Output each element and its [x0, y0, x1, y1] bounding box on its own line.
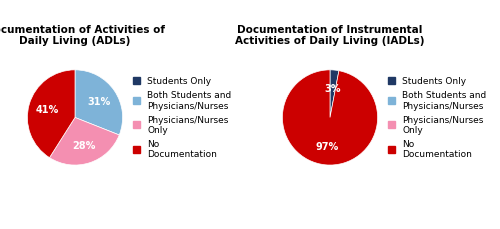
- Text: 97%: 97%: [316, 142, 339, 152]
- Wedge shape: [50, 118, 119, 165]
- Legend: Students Only, Both Students and
Physicians/Nurses, Physicians/Nurses
Only, No
D: Students Only, Both Students and Physici…: [388, 77, 486, 159]
- Wedge shape: [28, 71, 75, 158]
- Text: 3%: 3%: [324, 84, 341, 94]
- Title: Documentation of Activities of
Daily Living (ADLs): Documentation of Activities of Daily Liv…: [0, 25, 165, 46]
- Text: 31%: 31%: [88, 97, 110, 107]
- Legend: Students Only, Both Students and
Physicians/Nurses, Physicians/Nurses
Only, No
D: Students Only, Both Students and Physici…: [132, 77, 232, 159]
- Text: 28%: 28%: [72, 141, 96, 150]
- Wedge shape: [330, 71, 339, 118]
- Text: 41%: 41%: [36, 105, 59, 115]
- Wedge shape: [75, 71, 122, 135]
- Title: Documentation of Instrumental
Activities of Daily Living (IADLs): Documentation of Instrumental Activities…: [236, 25, 425, 46]
- Wedge shape: [282, 71, 378, 165]
